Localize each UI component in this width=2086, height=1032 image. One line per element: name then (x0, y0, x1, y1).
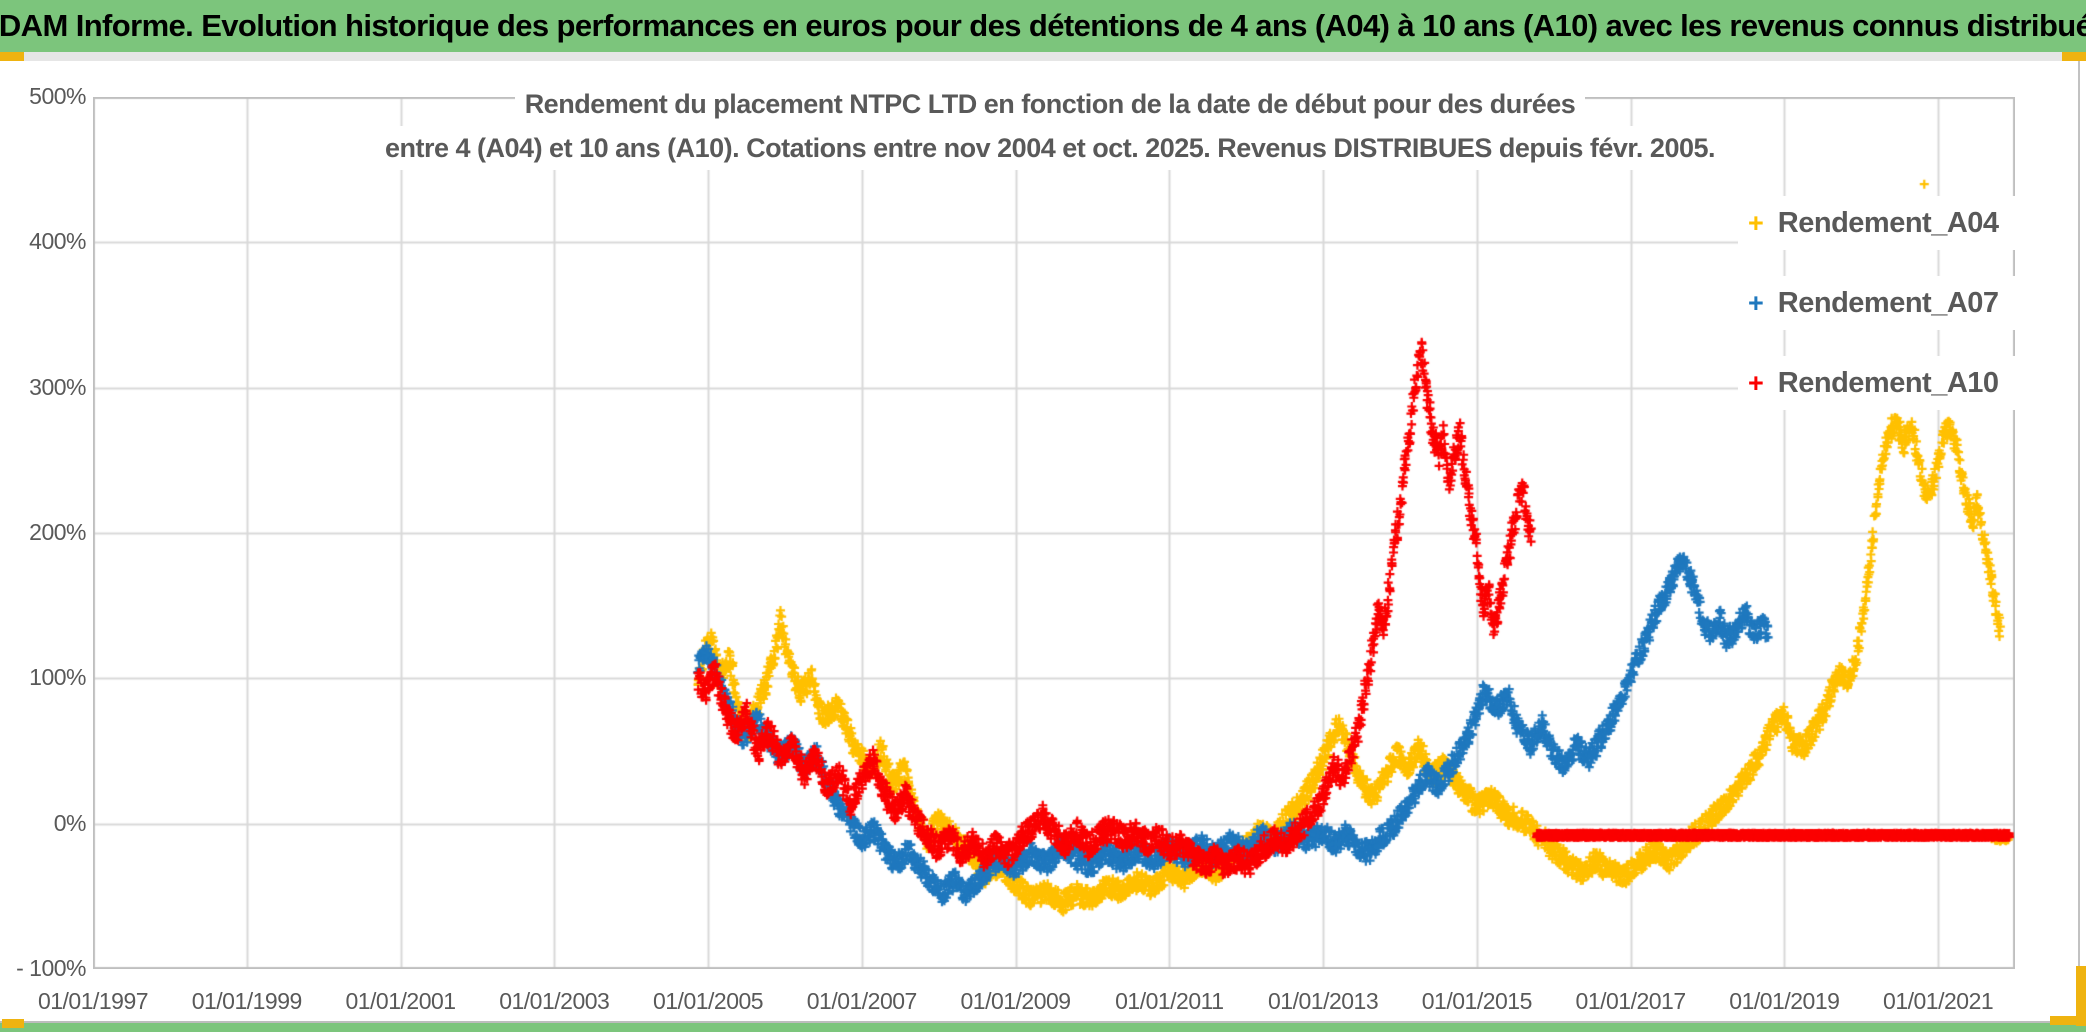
window-title: ADAM Informe. Evolution historique des p… (0, 8, 2086, 43)
y-tick-label: - 100% (16, 955, 86, 981)
gold-corner-accent-bottom-right-vertical (2076, 966, 2086, 1026)
x-tick-label: 01/01/2007 (806, 988, 918, 1014)
chart-title-line1: Rendement du placement NTPC LTD en fonct… (514, 82, 1586, 126)
x-tick-label: 01/01/2013 (1268, 988, 1379, 1014)
x-tick-label: 01/01/2017 (1575, 988, 1687, 1014)
legend-label-a07: Rendement_A07 (1777, 286, 1999, 319)
window-title-bar: ADAM Informe. Evolution historique des p… (0, 0, 2086, 52)
footer-green-bar (0, 1023, 2086, 1032)
chart-title: Rendement du placement NTPC LTD en fonct… (250, 82, 1850, 170)
footer-divider-line (0, 1021, 2086, 1023)
header-divider-strip (0, 52, 2086, 61)
x-tick-label: 01/01/2015 (1421, 988, 1533, 1014)
gold-corner-accent-bottom-left (2, 1019, 24, 1028)
y-tick-label: 0% (53, 809, 87, 836)
chart-title-line2: entre 4 (A04) et 10 ans (A10). Cotations… (375, 126, 1725, 170)
plus-marker-icon-a10: + (1748, 367, 1764, 398)
chart-frame-right-border (2078, 61, 2080, 1021)
gold-corner-accent-top-left (0, 52, 24, 61)
y-tick-label: 200% (29, 519, 86, 545)
x-tick-label: 01/01/2001 (345, 988, 456, 1014)
y-tick-label: 400% (29, 228, 86, 255)
legend-item-rendement-a10[interactable]: + Rendement_A10 (1738, 356, 2024, 410)
gold-corner-accent-bottom-right-horizontal (2050, 1016, 2086, 1025)
x-tick-label: 01/01/2011 (1115, 988, 1224, 1014)
chart-plot-canvas[interactable] (93, 97, 2015, 969)
x-tick-label: 01/01/2005 (652, 988, 764, 1014)
legend-label-a04: Rendement_A04 (1777, 206, 1999, 239)
x-tick-label: 01/01/2021 (1883, 988, 1994, 1014)
x-tick-label: 01/01/2009 (960, 988, 1071, 1014)
y-tick-label: 100% (29, 664, 86, 691)
plus-marker-icon-a04: + (1748, 207, 1764, 238)
legend-item-rendement-a04[interactable]: + Rendement_A04 (1738, 196, 2024, 250)
plus-marker-icon-a07: + (1748, 287, 1764, 318)
y-tick-label: 500% (29, 83, 86, 109)
x-tick-label: 01/01/2003 (499, 988, 610, 1014)
gold-corner-accent-top-right (2062, 52, 2086, 61)
x-tick-label: 01/01/2019 (1729, 988, 1840, 1014)
y-tick-label: 300% (29, 373, 86, 400)
legend-label-a10: Rendement_A10 (1777, 366, 1999, 399)
x-tick-label: 01/01/1997 (37, 988, 149, 1014)
legend-item-rendement-a07[interactable]: + Rendement_A07 (1738, 276, 2024, 330)
x-tick-label: 01/01/1999 (191, 988, 303, 1014)
